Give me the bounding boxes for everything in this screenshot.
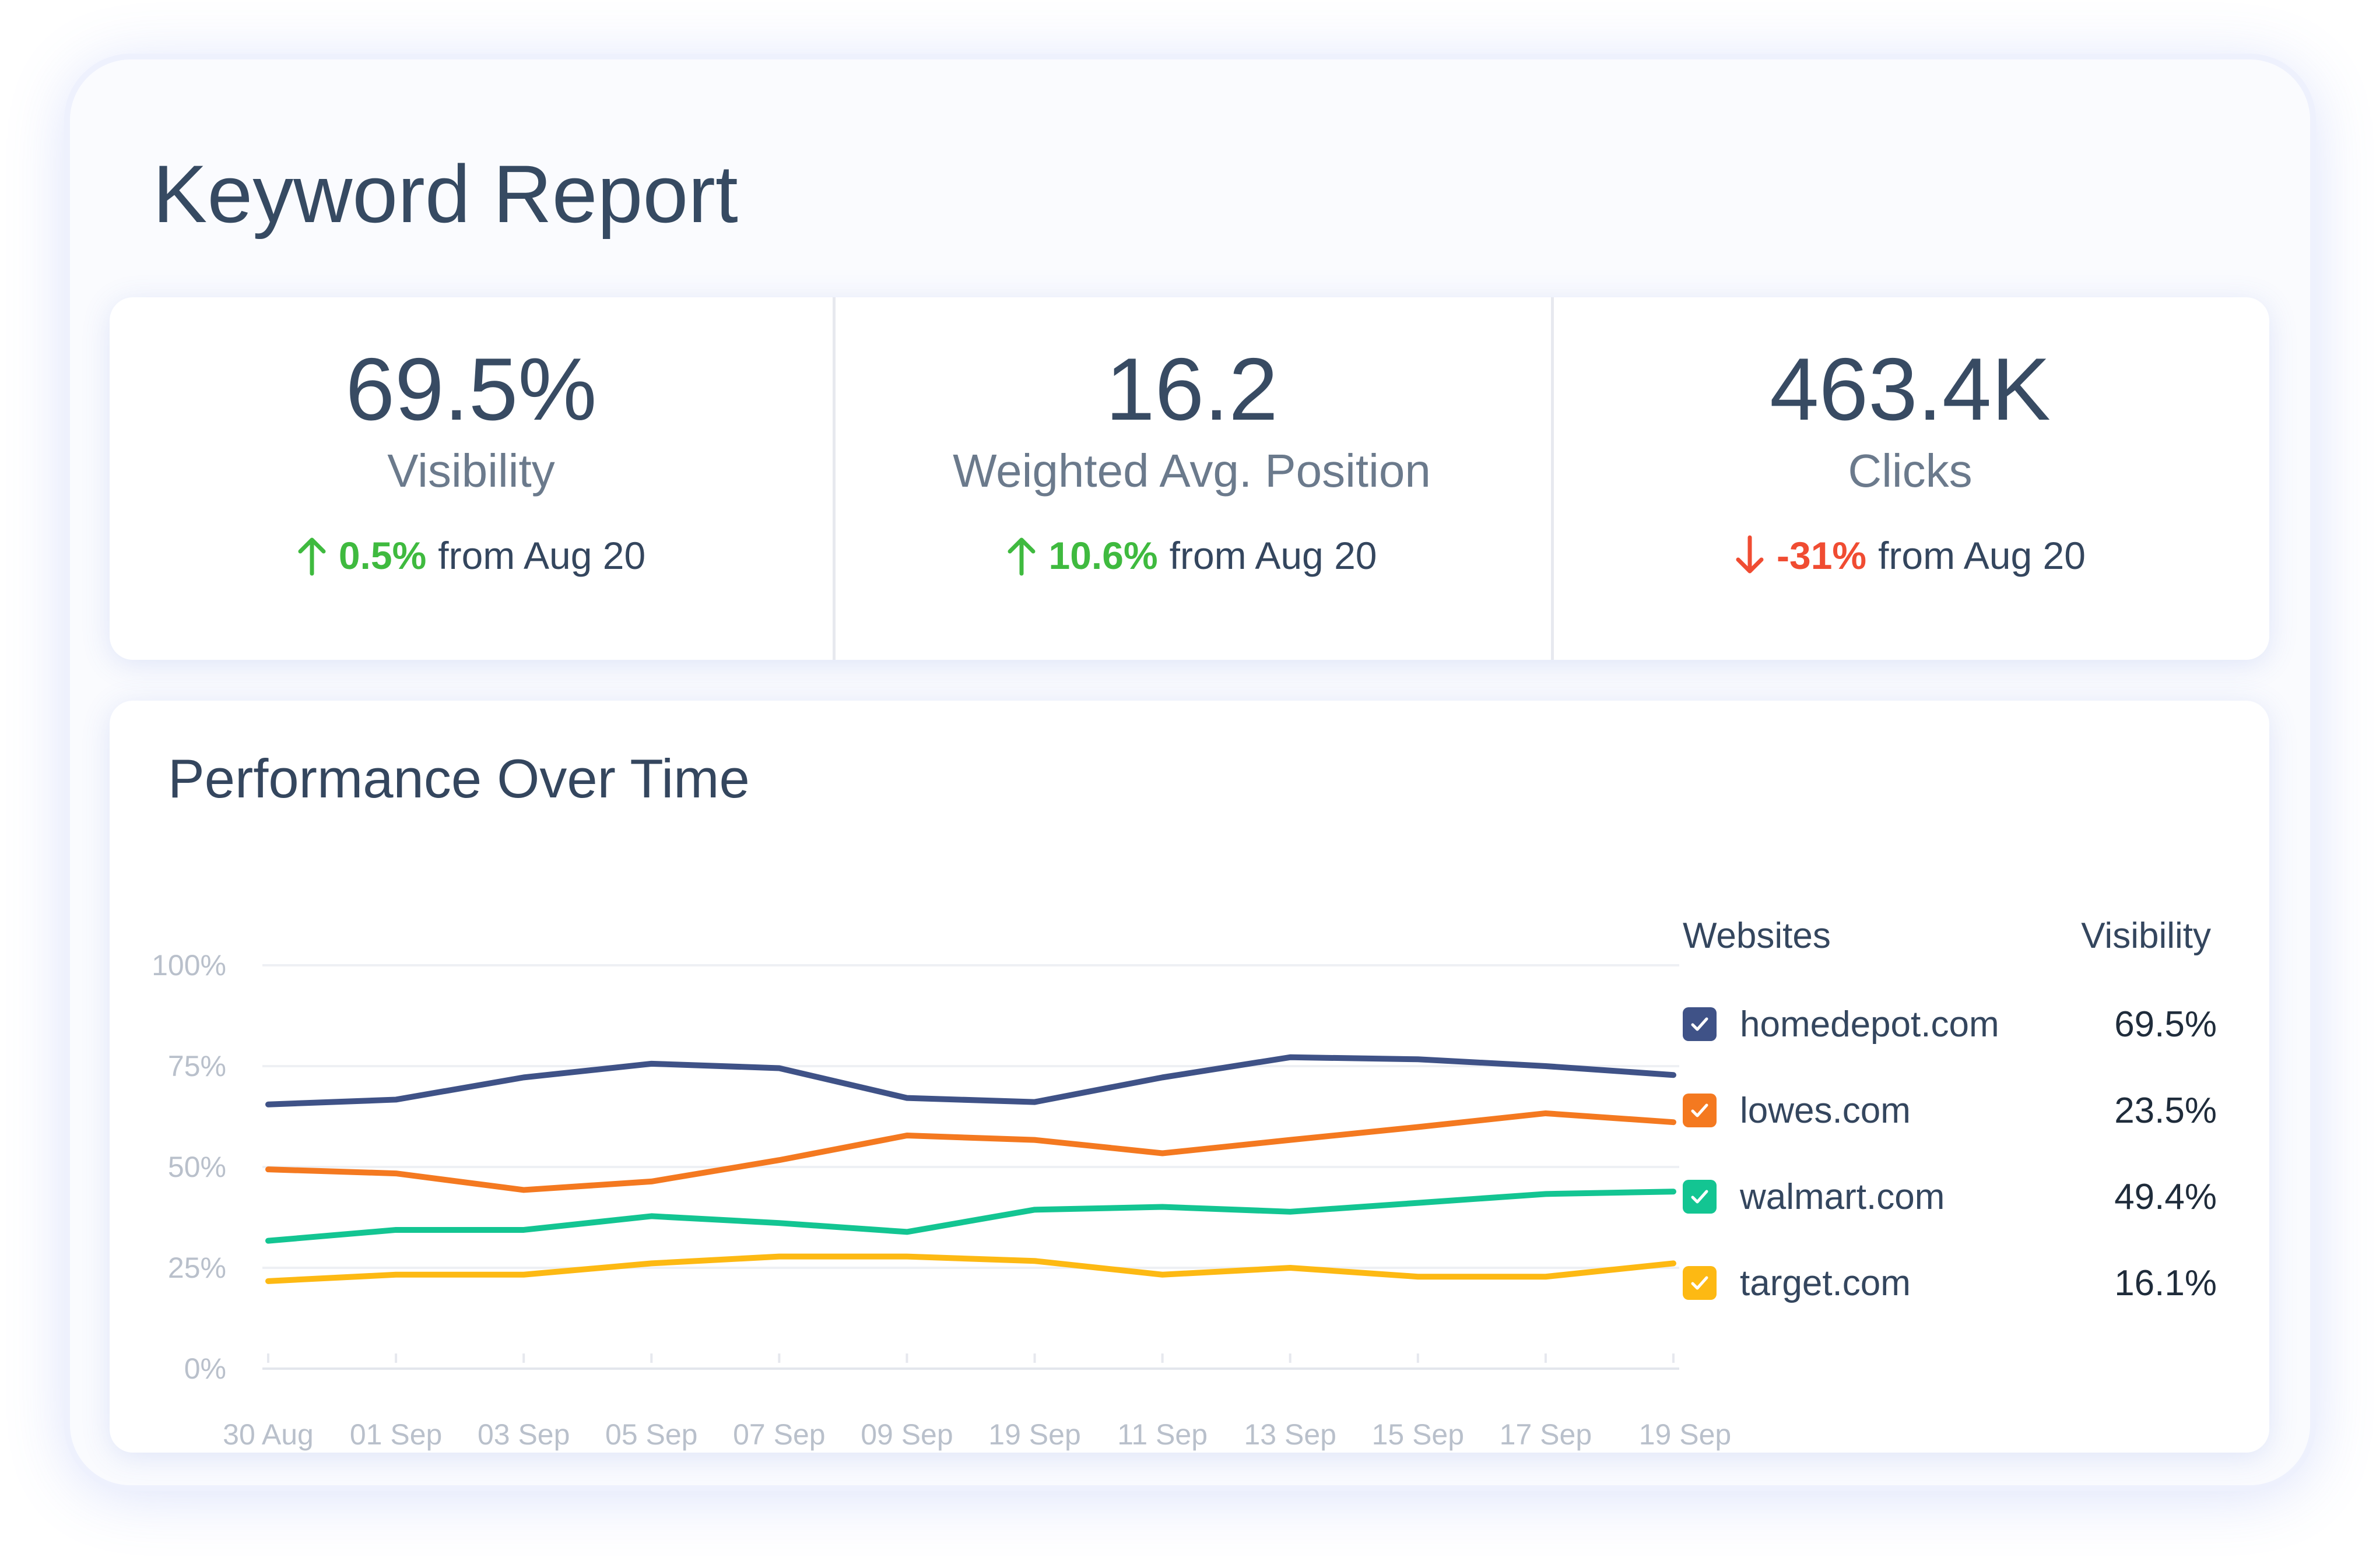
legend-site: target.com [1740,1263,1911,1303]
kpi-delta: 0.5% from Aug 20 [110,535,833,576]
x-tick-label: 03 Sep [478,1418,570,1451]
legend-item-walmart[interactable]: walmart.com 49.4% [1683,1170,2217,1223]
x-tick-label: 19 Sep [1639,1418,1731,1451]
legend-site: lowes.com [1740,1090,1911,1131]
series-line-target [265,1253,1676,1284]
legend-header-visibility: Visibility [2081,916,2211,956]
arrow-up-icon [1008,537,1036,576]
line-chart: 0% 25% 50% 75% 100% 30 Aug 01 Sep 03 Sep 05 Sep 0… [152,949,1731,1451]
legend-value: 23.5% [2114,1090,2217,1131]
report-panel: Keyword Report 69.5% Visibility 0.5% fro… [70,59,2310,1485]
kpi-card: 69.5% Visibility 0.5% from Aug 20 16.2 W… [110,297,2269,660]
checkbox-homedepot[interactable] [1683,1007,1717,1041]
kpi-clicks: 463.4K Clicks -31% from Aug 20 [1551,297,2269,660]
performance-card: Performance Over Time 0% 25% 50% 75% 100% 30 … [110,701,2269,1453]
x-tick-label: 17 Sep [1500,1418,1592,1451]
kpi-label: Weighted Avg. Position [953,445,1431,497]
legend-value: 16.1% [2114,1263,2217,1303]
legend-value: 69.5% [2114,1004,2217,1045]
legend-item-homedepot[interactable]: homedepot.com 69.5% [1683,998,2217,1050]
x-tick-label: 05 Sep [605,1418,697,1451]
legend-item-lowes[interactable]: lowes.com 23.5% [1683,1084,2217,1137]
kpi-label: Clicks [1848,445,1973,497]
check-icon [1691,1190,1708,1204]
chart-title: Performance Over Time [168,748,750,809]
kpi-visibility: 69.5% Visibility 0.5% from Aug 20 [110,297,833,660]
kpi-delta-suffix: from Aug 20 [1878,534,2086,577]
legend-item-target[interactable]: target.com 16.1% [1683,1257,2217,1309]
x-tick-label: 13 Sep [1244,1418,1336,1451]
kpi-label: Visibility [387,445,555,497]
x-tick-label: 01 Sep [350,1418,442,1451]
x-tick-label: 15 Sep [1372,1418,1464,1451]
arrow-down-icon [1736,535,1764,574]
series-line-homedepot [265,1054,1676,1108]
kpi-weighted-avg-position: 16.2 Weighted Avg. Position 10.6% from A… [833,297,1551,660]
check-icon [1691,1017,1708,1031]
y-tick-label: 25% [168,1251,226,1284]
y-tick-label: 0% [184,1352,226,1385]
x-tick-label: 07 Sep [733,1418,825,1451]
legend-value: 49.4% [2114,1176,2217,1217]
legend-site: walmart.com [1740,1176,1945,1217]
y-tick-label: 75% [168,1050,226,1082]
check-icon [1691,1276,1708,1290]
x-tick-label: 11 Sep [1117,1418,1208,1451]
kpi-divider [1551,297,1554,660]
kpi-delta: 10.6% from Aug 20 [833,535,1551,576]
x-tick-label: 09 Sep [861,1418,953,1451]
checkbox-lowes[interactable] [1683,1094,1717,1127]
legend-site: homedepot.com [1740,1004,1999,1045]
y-tick-label: 50% [168,1151,226,1183]
kpi-delta-percent: 10.6% [1048,534,1158,577]
legend-header-websites: Websites [1683,916,1831,956]
kpi-delta-percent: 0.5% [338,534,427,577]
kpi-delta: -31% from Aug 20 [1551,535,2269,576]
kpi-delta-suffix: from Aug 20 [438,534,646,577]
checkbox-walmart[interactable] [1683,1180,1717,1214]
kpi-divider [833,297,836,660]
x-tick-label: 30 Aug [223,1418,314,1451]
kpi-delta-suffix: from Aug 20 [1169,534,1377,577]
y-tick-label: 100% [152,949,226,982]
arrow-up-icon [298,537,326,576]
check-icon [1691,1103,1708,1117]
kpi-value: 69.5% [345,340,597,439]
checkbox-target[interactable] [1683,1266,1717,1300]
kpi-value: 16.2 [1105,340,1278,439]
series-line-walmart [265,1189,1676,1244]
kpi-value: 463.4K [1770,340,2051,439]
series-line-lowes [265,1110,1676,1193]
page-title: Keyword Report [153,148,738,240]
kpi-delta-percent: -31% [1777,534,1867,577]
x-tick-label: 19 Sep [988,1418,1080,1451]
